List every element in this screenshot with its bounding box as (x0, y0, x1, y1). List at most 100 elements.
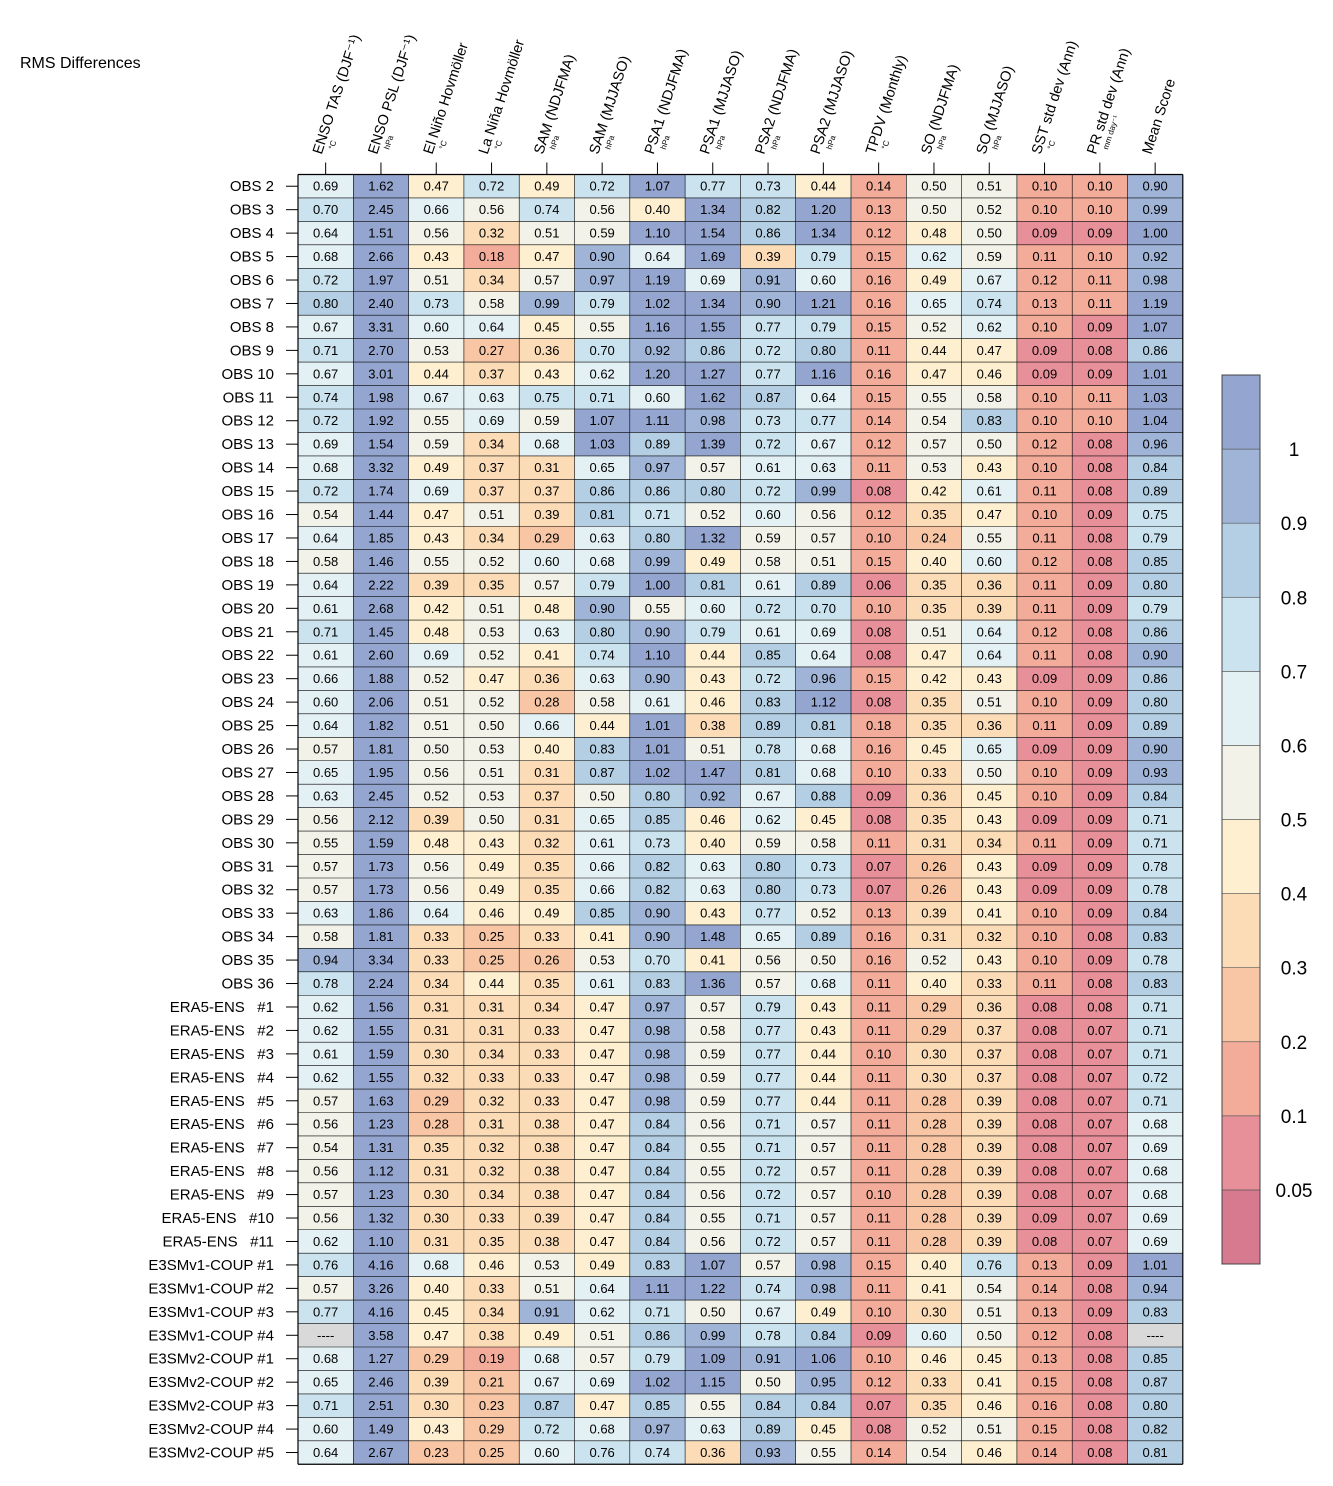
heatmap-cell (574, 1065, 630, 1090)
cell-value-label: 1.81 (368, 742, 393, 757)
cell-value-label: 0.74 (589, 648, 614, 663)
column-label: El Niño Hovmöller (421, 41, 472, 156)
cell-value-label: 0.42 (921, 671, 946, 686)
heatmap-cell (906, 1229, 962, 1254)
heatmap-cell (1072, 1065, 1128, 1090)
heatmap-cell (629, 221, 686, 245)
heatmap-cell (906, 1135, 962, 1160)
heatmap-cell (1016, 995, 1073, 1019)
colorbar-swatch (1221, 671, 1261, 746)
cell-value-label: 0.54 (313, 1140, 338, 1155)
cell-value-label: ---- (317, 1328, 334, 1343)
cell-value-label: 0.50 (977, 437, 1002, 452)
cell-value-label: 0.15 (1032, 1375, 1057, 1390)
cell-value-label: 0.12 (1032, 437, 1057, 452)
heatmap-cell (685, 971, 741, 996)
cell-value-label: 0.86 (700, 343, 725, 358)
cell-value-label: 0.51 (479, 507, 504, 522)
cell-value-label: 0.56 (424, 882, 449, 897)
heatmap-cell (353, 1042, 409, 1066)
heatmap-cell (740, 1417, 796, 1441)
heatmap-cell (574, 315, 630, 339)
heatmap-cell (961, 1206, 1017, 1230)
heatmap-cell (298, 1276, 354, 1301)
heatmap-cell (519, 1417, 575, 1441)
cell-value-label: 0.69 (811, 624, 836, 639)
cell-value-label: 0.11 (1032, 601, 1056, 616)
cell-value-label: 0.51 (811, 554, 836, 569)
cell-value-label: 0.81 (755, 765, 780, 780)
heatmap-cell (519, 1300, 575, 1324)
heatmap-cell (298, 901, 354, 925)
cell-value-label: 0.44 (811, 1070, 836, 1085)
cell-value-label: 0.39 (424, 1375, 449, 1390)
cell-value-label: 0.69 (424, 648, 449, 663)
heatmap-cell (519, 971, 575, 996)
heatmap-cell (353, 831, 409, 855)
cell-value-label: 0.23 (424, 1445, 449, 1460)
cell-value-label: 0.88 (811, 788, 836, 803)
cell-value-label: 0.61 (755, 460, 780, 475)
cell-value-label: 0.47 (589, 1023, 614, 1038)
heatmap-cell (685, 573, 741, 597)
heatmap-cell (408, 690, 464, 714)
heatmap-cell (851, 197, 907, 222)
cell-value-label: 0.87 (589, 765, 614, 780)
heatmap-cell (1016, 1182, 1073, 1207)
cell-value-label: 0.53 (479, 742, 504, 757)
column-unit-label: hPa (382, 134, 395, 151)
colorbar-swatch (1221, 522, 1261, 598)
heatmap-cell (408, 854, 464, 878)
cell-value-label: 0.29 (424, 1093, 449, 1108)
cell-value-label: 0.99 (534, 296, 559, 311)
cell-value-label: 1.73 (368, 882, 393, 897)
heatmap-cell (685, 901, 741, 925)
cell-value-label: 0.91 (755, 273, 780, 288)
cell-value-label: 0.38 (534, 1187, 559, 1202)
heatmap-cell (463, 549, 520, 574)
cell-value-label: 2.70 (368, 343, 393, 358)
cell-value-label: 0.31 (479, 1023, 504, 1038)
cell-value-label: 0.07 (1087, 1093, 1112, 1108)
heatmap-cell (463, 1018, 520, 1043)
heatmap-cell (298, 878, 354, 902)
cell-value-label: 0.80 (1142, 577, 1167, 592)
cell-value-label: 0.15 (866, 249, 891, 264)
cell-value-label: 0.77 (755, 319, 780, 334)
cell-value-label: 0.93 (755, 1445, 780, 1460)
heatmap-cell (629, 713, 686, 738)
heatmap-cell (298, 854, 354, 878)
cell-value-label: 1.98 (368, 390, 393, 405)
cell-value-label: 0.40 (921, 554, 946, 569)
heatmap-cell (1016, 1229, 1073, 1254)
cell-value-label: 2.45 (368, 788, 393, 803)
heatmap-cell (1016, 784, 1073, 808)
cell-value-label: 1.59 (368, 1046, 393, 1061)
cell-value-label: 0.39 (977, 1140, 1002, 1155)
cell-value-label: 0.43 (811, 1023, 836, 1038)
cell-value-label: 0.08 (1087, 530, 1112, 545)
cell-value-label: 0.62 (755, 812, 780, 827)
cell-value-label: 0.15 (866, 554, 891, 569)
cell-value-label: 0.49 (811, 1304, 836, 1319)
heatmap-cell (408, 901, 464, 925)
heatmap-cell (408, 807, 464, 832)
cell-value-label: 0.72 (313, 413, 338, 428)
heatmap-cell (408, 1323, 464, 1347)
cell-value-label: 0.09 (1087, 226, 1112, 241)
cell-value-label: 0.53 (534, 1257, 559, 1272)
cell-value-label: 0.39 (424, 577, 449, 592)
heatmap-cell (1072, 807, 1128, 832)
cell-value-label: 0.28 (921, 1211, 946, 1226)
cell-value-label: 0.56 (313, 812, 338, 827)
heatmap-cell (298, 760, 354, 785)
heatmap-cell (906, 690, 962, 714)
heatmap-cell (795, 409, 851, 433)
heatmap-cell (795, 1065, 851, 1090)
heatmap-cell (795, 338, 851, 363)
heatmap-cell (961, 854, 1017, 878)
column-label: ENSO TAS (DJF⁻¹) (310, 33, 364, 157)
colorbar-swatch (1221, 596, 1261, 672)
cell-value-label: 1.21 (811, 296, 836, 311)
cell-value-label: 0.45 (424, 1304, 449, 1319)
